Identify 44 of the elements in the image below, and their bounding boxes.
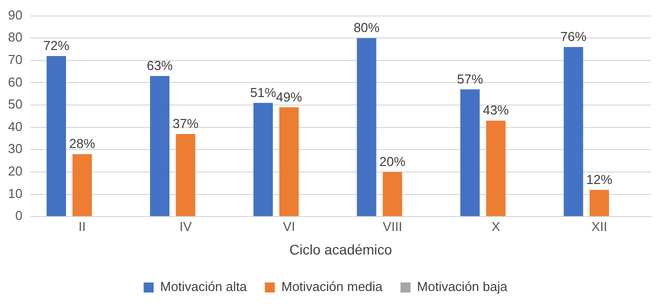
y-tick-label: 40 — [8, 118, 22, 134]
bar — [460, 89, 480, 216]
bar — [564, 47, 584, 216]
data-label: 28% — [69, 136, 96, 152]
data-label: 20% — [379, 154, 406, 170]
y-tick-label: 20 — [8, 164, 22, 179]
y-tick-label: 10 — [8, 186, 22, 201]
bar — [382, 172, 402, 216]
x-tick-label: II — [78, 218, 86, 234]
x-axis-title: Ciclo académico — [289, 241, 392, 258]
legend-label: Motivación alta — [160, 279, 248, 294]
data-label: 49% — [276, 89, 302, 104]
y-tick-label: 80 — [8, 30, 22, 45]
bar — [486, 120, 506, 216]
data-label: 76% — [560, 29, 587, 44]
data-label: 51% — [250, 84, 277, 100]
data-label: 37% — [172, 116, 200, 132]
x-tick-label: IV — [179, 218, 192, 234]
legend-label: Motivación baja — [417, 279, 508, 294]
y-tick-label: 70 — [8, 52, 22, 67]
x-tick-label: X — [492, 218, 501, 234]
x-tick-label: VIII — [382, 218, 402, 234]
y-tick-label: 0 — [15, 208, 22, 224]
bar — [356, 38, 376, 216]
legend-label: Motivación media — [281, 279, 384, 294]
data-label: 57% — [456, 72, 484, 87]
y-tick-label: 60 — [8, 74, 22, 90]
bar — [72, 154, 92, 216]
y-tick-label: 50 — [8, 96, 22, 112]
data-label: 80% — [354, 20, 380, 36]
data-label: 12% — [586, 172, 613, 187]
bar — [176, 134, 196, 216]
bar — [46, 56, 66, 216]
bar — [279, 107, 299, 216]
x-tick-label: VI — [282, 218, 296, 234]
data-label: 72% — [43, 38, 70, 54]
x-tick-label: XII — [591, 218, 608, 234]
bar — [590, 190, 609, 216]
data-label: 43% — [482, 102, 510, 118]
data-label: 63% — [146, 58, 174, 74]
bar — [253, 102, 273, 216]
y-tick-label: 90 — [8, 7, 22, 22]
y-tick-label: 30 — [8, 141, 22, 156]
bar — [150, 76, 170, 216]
